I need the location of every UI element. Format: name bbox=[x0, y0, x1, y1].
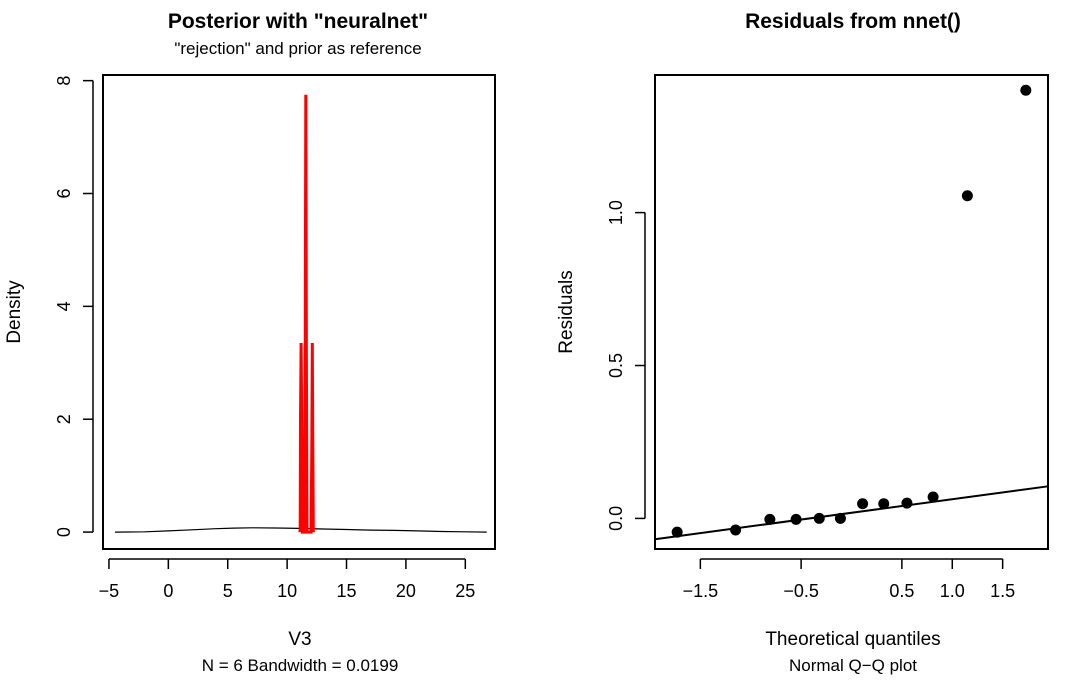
qq-point bbox=[857, 498, 869, 510]
qq-series bbox=[654, 84, 1049, 541]
qq-reference-line bbox=[654, 485, 1049, 541]
qq-point bbox=[790, 513, 802, 525]
qq-panel: Residuals from nnet() −1.5 −0.5 0.5 1.0 1.5 … bbox=[556, 10, 1049, 675]
qq-point bbox=[1020, 84, 1032, 96]
qq-x-label: Theoretical quantiles bbox=[765, 629, 940, 650]
density-y-label: Density bbox=[4, 280, 25, 344]
density-series bbox=[114, 94, 487, 534]
qq-point bbox=[961, 190, 973, 202]
qq-x-tick-label: 1.0 bbox=[940, 581, 965, 601]
qq-y-label: Residuals bbox=[556, 270, 577, 353]
qq-y-axis: 0.0 0.5 1.0 bbox=[606, 200, 646, 531]
qq-point bbox=[834, 512, 846, 524]
density-panel: Posterior with "neuralnet" "rejection" a… bbox=[4, 10, 496, 675]
density-y-tick-label: 6 bbox=[54, 188, 74, 198]
density-title: Posterior with "neuralnet" bbox=[168, 10, 428, 33]
density-y-tick-label: 4 bbox=[54, 301, 74, 311]
qq-point bbox=[764, 513, 776, 525]
qq-y-tick-label: 0.0 bbox=[606, 506, 626, 531]
qq-y-tick-label: 1.0 bbox=[606, 200, 626, 225]
density-x-tick-label: 20 bbox=[396, 581, 416, 601]
density-subtitle: "rejection" and prior as reference bbox=[174, 39, 421, 58]
qq-y-tick-label: 0.5 bbox=[606, 353, 626, 378]
density-x-tick-label: 10 bbox=[277, 581, 297, 601]
density-x-tick-label: 0 bbox=[163, 581, 173, 601]
density-x-axis: −5 0 5 10 15 20 25 bbox=[99, 558, 475, 601]
qq-x-axis: −1.5 −0.5 0.5 1.0 1.5 bbox=[683, 558, 1015, 601]
qq-annotation: Normal Q−Q plot bbox=[789, 656, 917, 675]
qq-point bbox=[813, 512, 825, 524]
qq-x-tick-label: −0.5 bbox=[783, 581, 819, 601]
qq-point bbox=[901, 497, 913, 509]
density-y-tick-label: 8 bbox=[54, 76, 74, 86]
qq-point bbox=[927, 491, 939, 503]
density-plot-box bbox=[102, 74, 496, 550]
density-x-label: V3 bbox=[288, 629, 311, 650]
qq-x-tick-label: 0.5 bbox=[889, 581, 914, 601]
density-y-tick-label: 2 bbox=[54, 414, 74, 424]
density-x-tick-label: 25 bbox=[455, 581, 475, 601]
posterior-density-line bbox=[298, 94, 315, 534]
density-x-tick-label: 5 bbox=[223, 581, 233, 601]
density-annotation: N = 6 Bandwidth = 0.0199 bbox=[202, 656, 399, 675]
qq-x-tick-label: 1.5 bbox=[990, 581, 1015, 601]
qq-point bbox=[878, 498, 890, 510]
density-y-tick-label: 0 bbox=[54, 527, 74, 537]
density-x-tick-label: −5 bbox=[99, 581, 120, 601]
qq-plot-box bbox=[654, 74, 1049, 550]
density-y-axis: 0 2 4 6 8 bbox=[54, 76, 94, 537]
qq-point bbox=[730, 524, 742, 536]
qq-x-tick-label: −1.5 bbox=[683, 581, 719, 601]
qq-point bbox=[671, 526, 683, 538]
density-x-tick-label: 15 bbox=[336, 581, 356, 601]
qq-title: Residuals from nnet() bbox=[745, 10, 961, 33]
